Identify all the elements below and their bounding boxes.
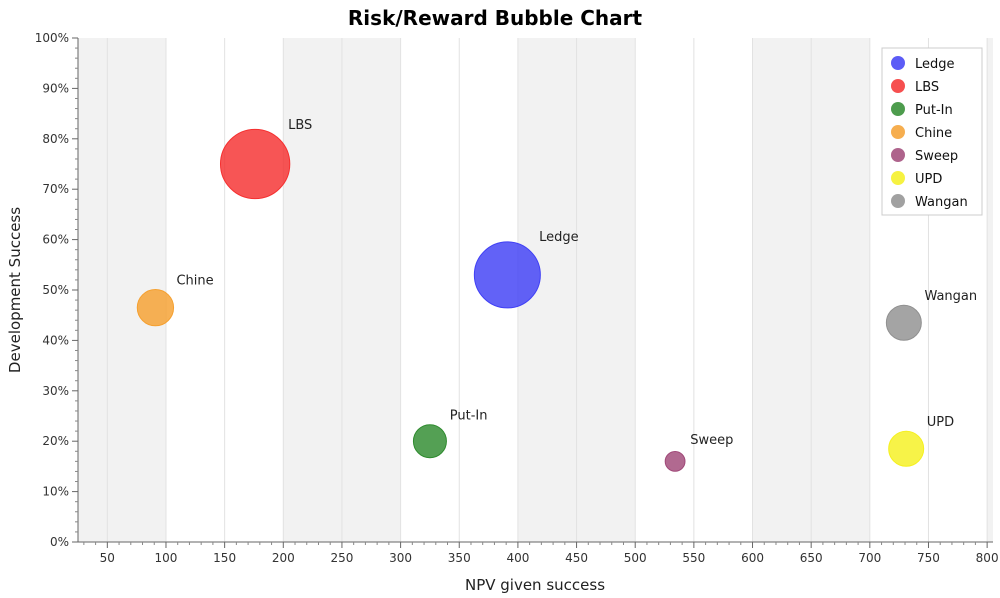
bubble	[888, 430, 925, 467]
y-tick-label: 20%	[42, 434, 69, 448]
x-tick-label: 200	[272, 551, 295, 565]
legend-marker	[891, 194, 905, 208]
legend-entry: LBS	[915, 80, 939, 95]
plot-band	[987, 38, 993, 542]
bubble	[473, 241, 541, 309]
legend-entry: Ledge	[915, 57, 955, 72]
bubble-label: Put-In	[450, 408, 488, 423]
legend-entry: Put-In	[915, 103, 953, 118]
legend-marker	[891, 171, 905, 185]
bubble	[136, 288, 175, 327]
legend-marker	[891, 102, 905, 116]
y-tick-label: 100%	[35, 31, 69, 45]
bubble-label: Chine	[176, 274, 213, 289]
y-axis-label: Development Success	[6, 207, 24, 373]
x-tick-label: 100	[155, 551, 178, 565]
bubble-label: Sweep	[690, 433, 733, 448]
bubble-label: LBS	[288, 118, 312, 133]
x-tick-label: 150	[213, 551, 236, 565]
bubble-label: Ledge	[539, 230, 579, 245]
y-axis-ticks: 0% 10% 20% 30% 40% 50% 60% 70% 80% 90% 100%	[35, 31, 78, 549]
x-tick-label: 300	[389, 551, 412, 565]
legend-marker	[891, 56, 905, 70]
y-tick-label: 90%	[42, 81, 69, 95]
bubble	[412, 424, 447, 459]
x-tick-label: 400	[506, 551, 529, 565]
bubbles	[136, 128, 925, 472]
x-tick-label: 250	[330, 551, 353, 565]
bubble-label: Wangan	[924, 289, 977, 304]
y-tick-label: 0%	[50, 535, 69, 549]
y-tick-label: 50%	[42, 283, 69, 297]
legend-marker	[891, 79, 905, 93]
legend-entry: Wangan	[915, 195, 968, 210]
x-tick-label: 800	[976, 551, 999, 565]
x-tick-label: 700	[858, 551, 881, 565]
legend-marker	[891, 148, 905, 162]
x-tick-label: 50	[100, 551, 115, 565]
x-tick-label: 450	[565, 551, 588, 565]
legend-entry: Chine	[915, 126, 952, 141]
legend: Ledge LBS Put-In Chine Sweep UPD Wangan	[881, 47, 983, 216]
x-tick-label: 550	[682, 551, 705, 565]
bubble-labels: Ledge LBS Put-In Chine Sweep UPD Wangan	[176, 118, 977, 448]
legend-entry: Sweep	[915, 149, 958, 164]
bubble	[885, 304, 922, 341]
chart-title: Risk/Reward Bubble Chart	[348, 6, 643, 30]
legend-marker	[891, 125, 905, 139]
x-tick-label: 350	[448, 551, 471, 565]
legend-entry: UPD	[915, 172, 942, 187]
x-tick-label: 600	[741, 551, 764, 565]
y-tick-label: 30%	[42, 384, 69, 398]
y-tick-label: 40%	[42, 333, 69, 347]
y-tick-label: 70%	[42, 182, 69, 196]
y-tick-label: 60%	[42, 233, 69, 247]
x-tick-label: 750	[917, 551, 940, 565]
bubble-label: UPD	[927, 415, 954, 430]
x-tick-label: 650	[800, 551, 823, 565]
x-axis-ticks: 50 100 150 200 250 300 350 400 450 500 550 600 650 70…	[83, 542, 999, 565]
x-axis-label: NPV given success	[465, 576, 605, 594]
bubble	[664, 450, 686, 472]
bubble	[219, 128, 291, 200]
y-tick-label: 10%	[42, 485, 69, 499]
y-tick-label: 80%	[42, 132, 69, 146]
x-tick-label: 500	[624, 551, 647, 565]
